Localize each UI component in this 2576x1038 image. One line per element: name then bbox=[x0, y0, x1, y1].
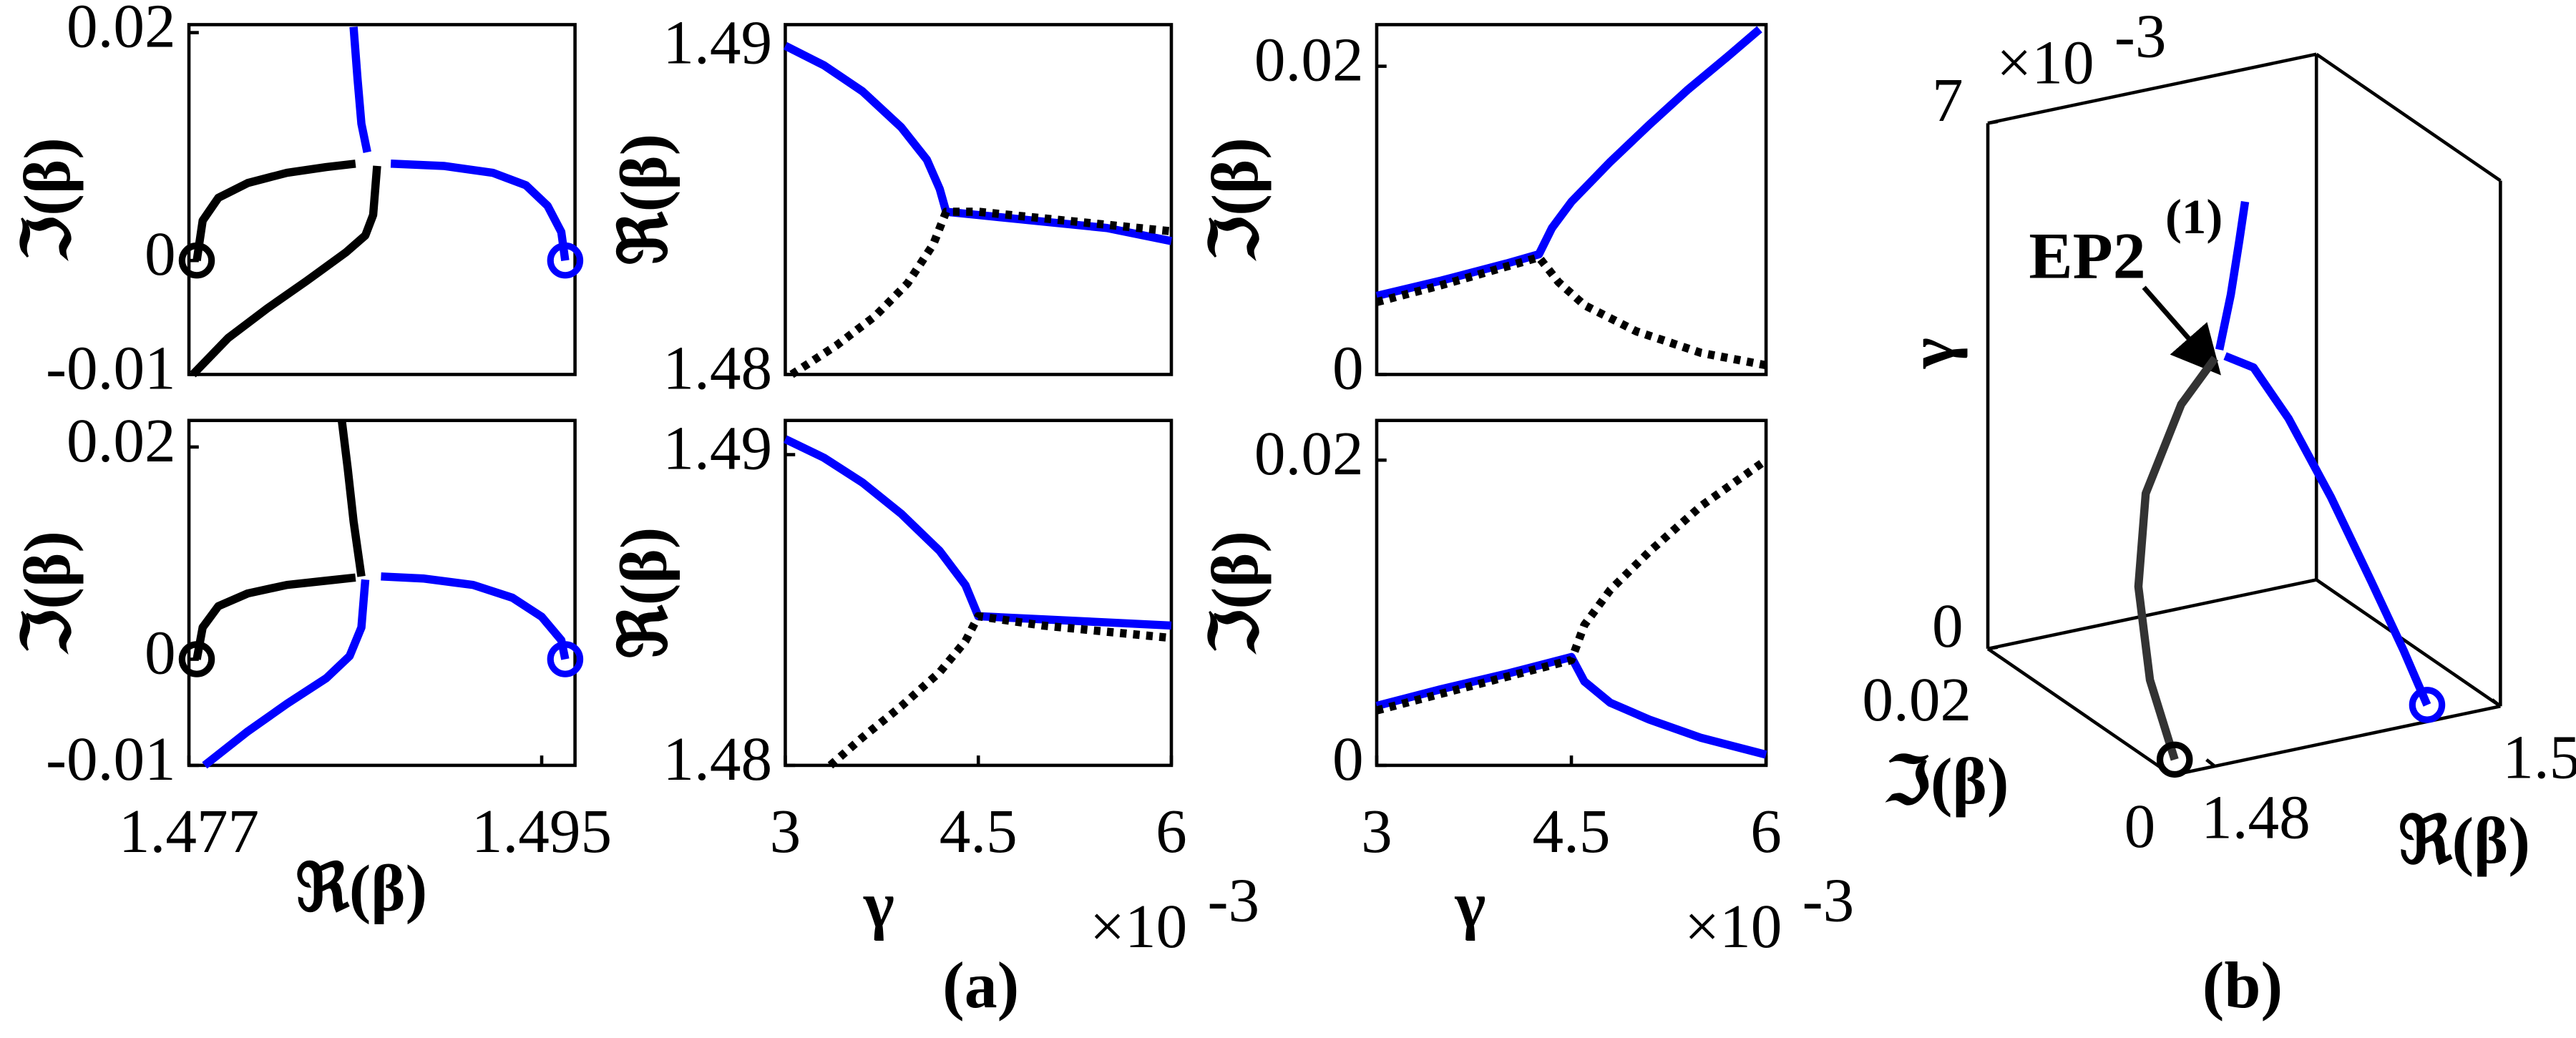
axis-scale-exponent: -3 bbox=[1208, 865, 1260, 934]
line bbox=[192, 160, 356, 262]
y-tick-label: 0.02 bbox=[67, 406, 176, 475]
line bbox=[1375, 456, 1769, 715]
z-tick bbox=[1987, 645, 1999, 651]
x-axis-label: γ bbox=[1454, 868, 1485, 941]
y-tick-label: 1.49 bbox=[663, 413, 772, 483]
axis-scale-exponent: -3 bbox=[2114, 1, 2167, 71]
line bbox=[2134, 356, 2219, 761]
axis-scale-exponent: -3 bbox=[1802, 865, 1855, 934]
line bbox=[827, 612, 1172, 769]
annotation: EP2 bbox=[2029, 219, 2145, 292]
x-tick bbox=[2205, 758, 2216, 768]
z-axis-label: γ bbox=[1895, 338, 1968, 369]
line bbox=[192, 573, 356, 660]
marker bbox=[547, 641, 584, 677]
line bbox=[1375, 26, 1762, 300]
x-tick-label: 1.495 bbox=[472, 796, 612, 866]
y-tick-label: 0 bbox=[145, 219, 176, 288]
y-tick-label: 0.02 bbox=[67, 0, 176, 61]
line bbox=[381, 572, 570, 660]
y-tick-label: 0 bbox=[1332, 333, 1364, 402]
x-tick-label: 6 bbox=[1750, 796, 1782, 866]
y-axis-label: ℜ(β) bbox=[607, 527, 680, 659]
box-edge bbox=[1986, 647, 2173, 777]
z-tick-label: 0 bbox=[1932, 591, 1963, 660]
y-tick-label: 0.02 bbox=[1862, 665, 1971, 734]
box-edge bbox=[1987, 52, 2317, 125]
box-edge bbox=[2315, 578, 2502, 708]
x-tick-label: 4.5 bbox=[940, 796, 1018, 866]
axes-box bbox=[1375, 418, 1768, 768]
line bbox=[349, 26, 371, 154]
annotation-superscript: (1) bbox=[2165, 190, 2223, 244]
annotation-arrow bbox=[2142, 285, 2221, 376]
y-axis-label: ℑ(β) bbox=[1885, 745, 2009, 818]
y-tick-label: 0.02 bbox=[1254, 25, 1364, 94]
panel-label: (a) bbox=[942, 949, 1019, 1022]
y-tick-label: 0 bbox=[1332, 724, 1364, 793]
marker bbox=[2409, 687, 2446, 723]
line bbox=[2223, 352, 2431, 707]
x-tick-label: 1.5 bbox=[2502, 723, 2576, 792]
y-tick-label: 0.02 bbox=[1254, 418, 1364, 488]
box-edge bbox=[1987, 578, 2317, 651]
z-tick bbox=[1987, 119, 1999, 125]
axes-box bbox=[187, 23, 577, 376]
axis-scale: ×10 bbox=[1684, 891, 1782, 961]
line bbox=[190, 165, 381, 378]
y-tick-label: 0 bbox=[2124, 791, 2156, 861]
marker bbox=[178, 641, 215, 677]
x-tick-label: 3 bbox=[1361, 796, 1392, 866]
x-tick-label: 1.477 bbox=[119, 796, 259, 866]
axes-box bbox=[187, 418, 577, 768]
x-tick-label: 1.48 bbox=[2201, 782, 2311, 851]
y-axis-label: ℑ(β) bbox=[11, 137, 84, 262]
line bbox=[783, 41, 1173, 245]
y-tick-label: 1.49 bbox=[663, 8, 772, 77]
y-tick-label: -0.01 bbox=[46, 333, 176, 402]
x-tick-label: 4.5 bbox=[1533, 796, 1611, 866]
x-axis-label: ℜ(β) bbox=[296, 851, 427, 924]
line bbox=[1375, 253, 1767, 370]
line bbox=[337, 420, 366, 577]
axis-scale: ×10 bbox=[1996, 27, 2094, 97]
y-axis-label: ℑ(β) bbox=[1199, 531, 1272, 655]
y-tick-label: 0 bbox=[145, 618, 176, 687]
marker bbox=[2156, 741, 2193, 778]
x-tick-label: 3 bbox=[770, 796, 801, 866]
y-tick-label: -0.01 bbox=[46, 724, 176, 793]
x-axis-label: γ bbox=[863, 868, 894, 941]
x-tick bbox=[2491, 698, 2502, 708]
z-tick-label: 7 bbox=[1932, 65, 1963, 134]
axes-box bbox=[1375, 23, 1768, 376]
marker bbox=[547, 242, 584, 279]
y-axis-label: ℑ(β) bbox=[11, 531, 84, 655]
line bbox=[783, 435, 1172, 630]
line bbox=[202, 579, 370, 769]
line bbox=[1375, 652, 1767, 759]
line bbox=[390, 160, 570, 261]
y-tick-label: 1.48 bbox=[663, 724, 772, 793]
axes-box bbox=[784, 23, 1174, 376]
y-axis-label: ℑ(β) bbox=[1199, 137, 1272, 262]
marker bbox=[178, 242, 215, 279]
line bbox=[2215, 201, 2250, 351]
line bbox=[789, 207, 1172, 378]
y-tick-label: 1.48 bbox=[663, 333, 772, 402]
y-axis-label: ℜ(β) bbox=[607, 134, 680, 265]
box-edge bbox=[2315, 52, 2502, 182]
x-axis-label: ℜ(β) bbox=[2399, 804, 2530, 877]
panel-label: (b) bbox=[2202, 949, 2283, 1022]
x-tick-label: 6 bbox=[1156, 796, 1187, 866]
box-edge bbox=[2171, 704, 2501, 777]
axis-scale: ×10 bbox=[1090, 891, 1187, 961]
